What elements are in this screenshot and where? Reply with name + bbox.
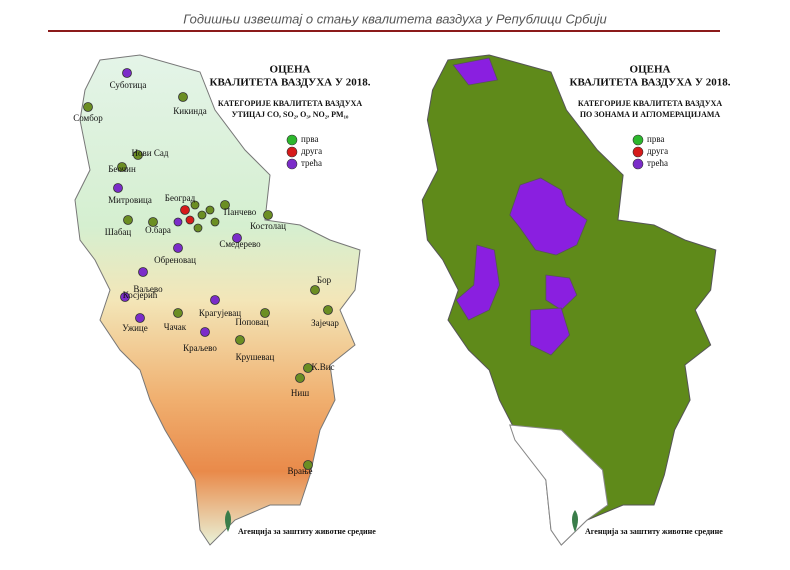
- station-label: Нови Сад: [132, 148, 169, 158]
- station-marker: [173, 308, 183, 318]
- station-label: Београд: [165, 193, 196, 203]
- map-subtitle: УТИЦАЈ CO, SO₂, O₃, NO₂, PM₁₀: [232, 110, 349, 119]
- station-label: Сомбор: [73, 113, 103, 123]
- station-label: О.бара: [145, 225, 171, 235]
- header-title: Годишњи извештај о стању квалитета вазду…: [183, 11, 606, 26]
- legend-label: прва: [301, 134, 318, 144]
- footer-text: Агенција за заштиту животне средине: [585, 527, 723, 536]
- station-marker: [173, 243, 183, 253]
- station-label: Костолац: [250, 221, 286, 231]
- station-marker: [263, 210, 273, 220]
- footer-text: Агенција за заштиту животне средине: [238, 527, 376, 536]
- station-label: Зајечар: [311, 318, 339, 328]
- map-title: КВАЛИТЕТА ВАЗДУХА У 2018.: [570, 77, 731, 89]
- station-label: Обреновац: [154, 255, 196, 265]
- legend-label: прва: [647, 134, 664, 144]
- station-label: Ниш: [291, 388, 309, 398]
- station-marker: [120, 292, 130, 302]
- station-label: Краљево: [183, 343, 217, 353]
- station-label: Поповац: [235, 317, 268, 327]
- map-subtitle: ПО ЗОНАМА И АГЛОМЕРАЦИЈАМА: [580, 110, 721, 119]
- station-marker: [303, 363, 313, 373]
- station-label: Крушевац: [236, 352, 275, 362]
- no-data-area: [509, 424, 609, 546]
- station-marker: [135, 313, 145, 323]
- legend-swatch: [286, 146, 298, 158]
- station-label: Суботица: [110, 80, 147, 90]
- station-label: Митровица: [108, 195, 152, 205]
- station-marker: [235, 335, 245, 345]
- legend-label: трећа: [301, 158, 322, 168]
- station-marker: [148, 217, 158, 227]
- station-marker: [180, 205, 190, 215]
- station-label: Кикинда: [173, 106, 206, 116]
- map-title: КВАЛИТЕТА ВАЗДУХА У 2018.: [210, 77, 371, 89]
- station-marker: [123, 215, 133, 225]
- station-marker: [113, 183, 123, 193]
- station-label: Панчево: [224, 207, 257, 217]
- legend-label: трећа: [647, 158, 668, 168]
- map-title: ОЦЕНА: [630, 64, 671, 76]
- station-label: Беочин: [108, 164, 136, 174]
- legend-label: друга: [301, 146, 322, 156]
- legend-swatch: [286, 158, 298, 170]
- map-title: ОЦЕНА: [270, 64, 311, 76]
- station-marker: [117, 162, 127, 172]
- station-label: Бор: [317, 275, 332, 285]
- station-marker: [138, 267, 148, 277]
- legend-swatch: [286, 134, 298, 146]
- map-subtitle: КАТЕГОРИЈЕ КВАЛИТЕТА ВАЗДУХА: [578, 99, 722, 108]
- belgrade-cluster: [173, 200, 220, 233]
- station-marker: [303, 460, 313, 470]
- station-label: Смедерево: [219, 239, 261, 249]
- station-marker: [310, 285, 320, 295]
- legend-label: друга: [647, 146, 668, 156]
- agency-logo: [225, 510, 231, 532]
- station-marker: [133, 150, 143, 160]
- station-marker: [220, 200, 230, 210]
- station-marker: [178, 92, 188, 102]
- agency-logo: [572, 510, 578, 532]
- station-label: Ваљево: [133, 284, 163, 294]
- legend-swatch: [632, 158, 644, 170]
- legend-swatch: [632, 134, 644, 146]
- station-marker: [210, 295, 220, 305]
- station-marker: [122, 68, 132, 78]
- station-label: Чачак: [164, 322, 187, 332]
- station-marker: [295, 373, 305, 383]
- station-label: Ужице: [122, 323, 147, 333]
- purple-zones: [452, 57, 588, 356]
- station-label: К.Вис: [311, 362, 334, 372]
- station-marker: [200, 327, 210, 337]
- station-marker: [323, 305, 333, 315]
- map-subtitle: КАТЕГОРИЈЕ КВАЛИТЕТА ВАЗДУХА: [218, 99, 362, 108]
- station-marker: [260, 308, 270, 318]
- station-label: Крагујевац: [199, 308, 241, 318]
- station-label: Косјерић: [123, 290, 158, 300]
- station-label: Шабац: [105, 227, 132, 237]
- station-label: Врање: [287, 466, 312, 476]
- legend-swatch: [632, 146, 644, 158]
- station-marker: [232, 233, 242, 243]
- station-marker: [83, 102, 93, 112]
